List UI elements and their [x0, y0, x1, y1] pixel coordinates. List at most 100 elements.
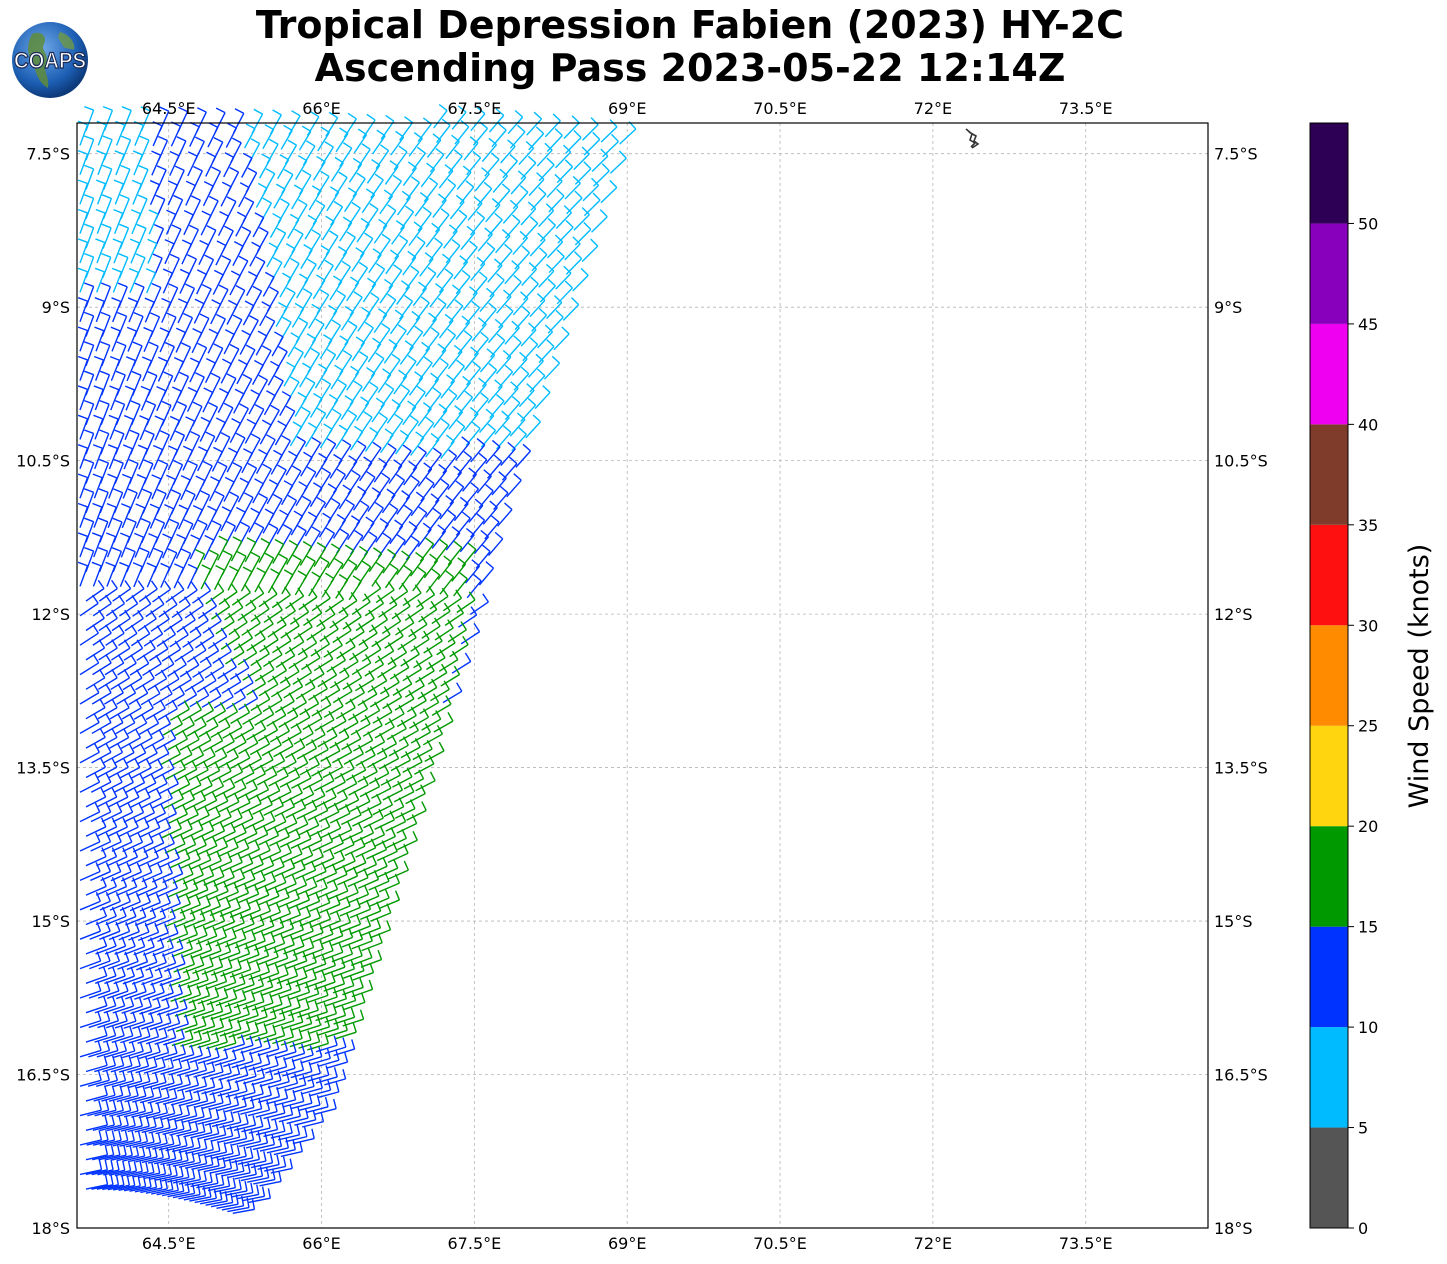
barb-flag — [488, 362, 497, 371]
barb-flag — [213, 446, 223, 453]
barb-shaft — [232, 245, 244, 267]
barb-shaft — [152, 125, 163, 147]
wind-barb — [118, 817, 139, 838]
barb-flag — [227, 687, 234, 698]
barb-flag — [118, 594, 126, 604]
barb-flag — [159, 106, 170, 112]
barb-shaft — [459, 186, 475, 205]
barb-shaft — [425, 333, 440, 352]
wind-barb — [199, 416, 211, 442]
wind-barb — [334, 759, 355, 780]
barb-flag — [273, 449, 283, 456]
barb-flag — [378, 808, 384, 819]
wind-barb — [471, 377, 487, 402]
wind-barb — [362, 277, 377, 303]
barb-flag — [413, 131, 423, 140]
barb-flag — [501, 229, 511, 237]
wind-barb — [307, 347, 321, 373]
wind-barb — [195, 627, 215, 649]
wind-barb — [392, 767, 413, 788]
wind-barb — [360, 701, 381, 723]
wind-barb — [281, 844, 303, 864]
barb-flag — [77, 385, 88, 390]
barb-shaft — [395, 435, 410, 455]
barb-flag — [105, 624, 112, 634]
barb-flag — [378, 457, 388, 465]
barb-shaft — [201, 695, 222, 708]
wind-barb — [263, 168, 276, 194]
wind-barb — [238, 734, 259, 755]
barb-shaft — [463, 352, 479, 371]
wind-barb — [396, 706, 417, 728]
wind-barb — [449, 194, 465, 220]
barb-flag — [84, 399, 94, 405]
wind-barb — [226, 733, 247, 754]
wind-barb — [396, 384, 411, 410]
barb-shaft — [196, 679, 217, 693]
wind-barb — [84, 223, 95, 249]
barb-shaft — [368, 553, 383, 573]
barb-shaft — [248, 394, 261, 415]
barb-flag — [347, 559, 358, 566]
barb-flag — [173, 194, 183, 201]
barb-flag — [170, 729, 177, 739]
wind-barb — [437, 555, 453, 580]
wind-barb — [449, 635, 469, 658]
barb-shaft — [90, 841, 111, 852]
barb-flag — [284, 631, 292, 642]
wind-barb — [462, 286, 478, 311]
barb-shaft — [91, 721, 112, 735]
barb-shaft — [288, 899, 310, 910]
barb-shaft — [322, 766, 343, 779]
barb-flag — [291, 874, 297, 884]
wind-barb — [334, 424, 348, 450]
barb-shaft — [469, 601, 489, 615]
barb-shaft — [132, 841, 154, 853]
barb-flag — [228, 565, 239, 572]
wind-barb — [408, 131, 423, 157]
barb-flag — [214, 761, 221, 771]
barb-flag — [239, 477, 250, 484]
barb-shaft — [237, 788, 258, 800]
wind-barb — [260, 842, 282, 862]
barb-shaft — [263, 395, 276, 416]
barb-flag — [116, 341, 127, 347]
barb-flag — [380, 671, 388, 682]
barb-flag — [150, 580, 158, 590]
barb-shaft — [123, 647, 143, 661]
wind-barb — [227, 883, 250, 903]
wind-barb — [325, 772, 346, 793]
wind-barb — [279, 828, 301, 848]
barb-shaft — [242, 305, 255, 326]
wind-barb — [85, 728, 106, 749]
barb-shaft — [498, 310, 514, 329]
wind-barb — [108, 414, 119, 440]
barb-flag — [137, 444, 148, 450]
wind-barb — [528, 172, 545, 197]
barb-shaft — [205, 156, 217, 177]
wind-barb — [495, 229, 511, 254]
barb-flag — [202, 760, 209, 771]
barb-shaft — [165, 479, 177, 500]
barb-shaft — [126, 886, 148, 897]
wind-barb — [276, 509, 289, 535]
barb-flag — [115, 400, 125, 406]
barb-shaft — [192, 590, 211, 604]
wind-barb — [438, 268, 454, 293]
barb-flag — [315, 891, 321, 902]
barb-flag — [181, 239, 192, 245]
barb-flag — [516, 412, 526, 421]
barb-shaft — [537, 331, 554, 349]
wind-barb — [479, 242, 496, 267]
wind-barb — [249, 901, 272, 921]
barb-shaft — [117, 662, 137, 676]
barb-flag — [601, 163, 610, 172]
barb-shaft — [356, 863, 377, 875]
barb-flag — [339, 127, 349, 135]
barb-shaft — [312, 279, 326, 300]
barb-shaft — [321, 221, 335, 241]
wind-barb — [163, 789, 184, 810]
barb-shaft — [342, 830, 363, 842]
barb-flag — [161, 774, 168, 784]
barb-flag — [200, 910, 206, 920]
